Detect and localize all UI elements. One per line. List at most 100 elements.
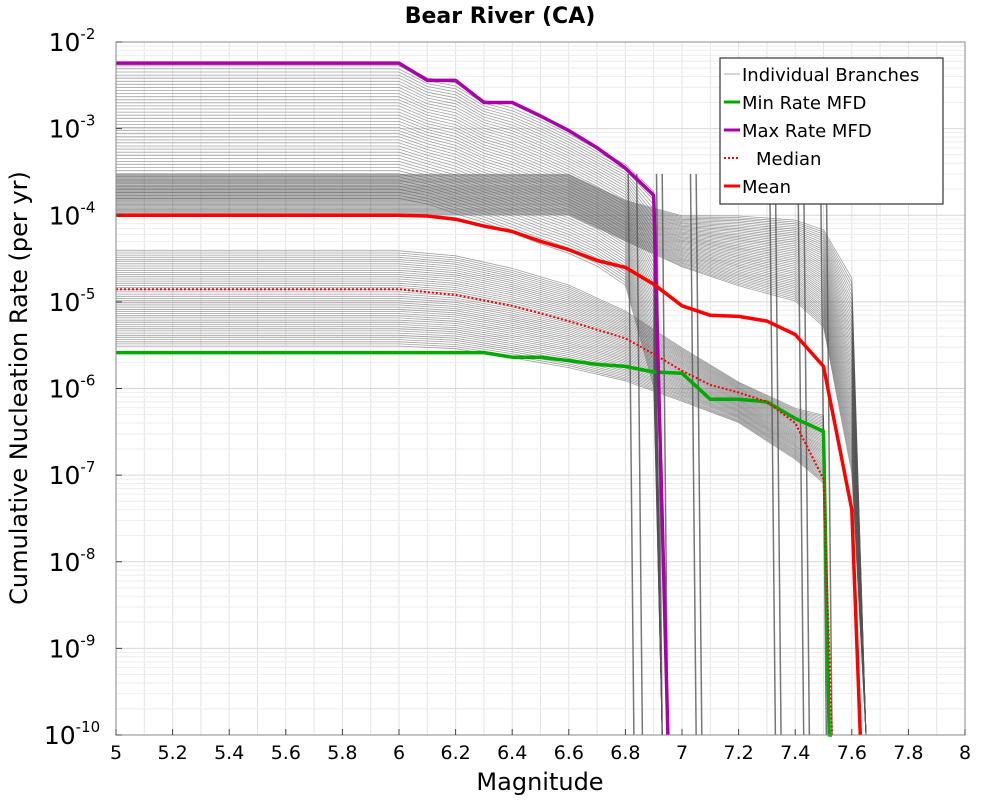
- branch-line: [116, 179, 671, 736]
- branch-line: [116, 194, 867, 736]
- branch-line: [116, 195, 867, 736]
- branch-drop-line: [797, 173, 805, 736]
- x-tick-label: 7.6: [837, 742, 867, 764]
- x-tick-label: 7: [676, 742, 688, 764]
- branch-drop-line: [768, 173, 777, 736]
- branch-line: [116, 297, 838, 736]
- x-tick-label: 6.8: [610, 742, 640, 764]
- branch-line: [116, 208, 867, 736]
- branch-line: [116, 212, 867, 736]
- x-tick-label: 5: [110, 742, 122, 764]
- series-max-rate-mfd: [116, 61, 670, 736]
- branch-line: [116, 188, 867, 736]
- branch-line: [116, 185, 867, 736]
- branch-line: [116, 289, 838, 736]
- y-tick-label: 10-3: [49, 112, 96, 144]
- branch-line: [116, 207, 867, 736]
- branch-line: [116, 195, 867, 736]
- branch-line: [116, 187, 867, 736]
- branch-line: [116, 310, 838, 736]
- x-tick-label: 6.6: [554, 742, 584, 764]
- branch-line: [116, 181, 867, 736]
- x-tick-label: 5.4: [214, 742, 244, 764]
- branch-line: [116, 148, 671, 736]
- legend: Individual Branches Min Rate MFD Max Rate …: [719, 57, 944, 205]
- branch-line: [116, 209, 867, 736]
- branch-line: [116, 189, 867, 736]
- branch-line: [116, 203, 867, 736]
- x-tick-label: 7.8: [893, 742, 923, 764]
- y-tick-label: 10-10: [44, 718, 100, 750]
- x-tick-label: 5.2: [157, 742, 187, 764]
- branch-line: [116, 211, 867, 736]
- legend-box: [719, 57, 944, 205]
- branch-line: [116, 142, 671, 736]
- branch-line: [116, 199, 867, 736]
- branch-line: [116, 174, 867, 736]
- branch-line: [116, 188, 671, 736]
- branch-line: [116, 178, 867, 736]
- x-axis-label: Magnitude: [476, 768, 603, 796]
- branch-line: [116, 191, 671, 736]
- branch-line: [116, 206, 867, 736]
- branch-drop-line: [695, 173, 703, 736]
- y-tick-label: 10-9: [49, 631, 96, 663]
- branch-line: [116, 65, 671, 736]
- branch-line: [116, 261, 838, 736]
- branch-line: [116, 280, 838, 736]
- branch-line: [116, 198, 867, 736]
- series-min-rate-mfd: [116, 350, 832, 737]
- branch-line: [116, 183, 867, 736]
- branch-line: [116, 263, 838, 736]
- branch-line: [116, 184, 867, 736]
- legend-label: Individual Branches: [742, 65, 919, 86]
- branch-line: [116, 213, 867, 736]
- branch-line: [116, 308, 838, 736]
- branch-line: [116, 179, 867, 736]
- series-lines: [116, 61, 863, 737]
- branch-line: [116, 302, 838, 736]
- y-axis-label: Cumulative Nucleation Rate (per yr): [5, 171, 33, 605]
- y-tick-label: 10-6: [49, 372, 96, 404]
- branch-line: [116, 306, 838, 736]
- branch-line: [116, 190, 867, 736]
- series-median: [116, 288, 833, 736]
- y-tick-label: 10-2: [49, 25, 96, 57]
- legend-label: Median: [756, 149, 821, 170]
- branch-line: [116, 202, 867, 736]
- y-tick-label: 10-7: [49, 458, 96, 490]
- branch-line: [116, 192, 867, 736]
- series-mean: [116, 213, 863, 736]
- branch-drop-line: [635, 173, 644, 736]
- branch-drop-line: [627, 173, 635, 736]
- branch-line: [116, 193, 867, 736]
- y-axis-ticks: 10-2 10-3 10-4 10-5 10-6 10-7 10-8 10-9 10-10: [44, 25, 122, 750]
- branch-drop-line: [802, 173, 811, 736]
- branch-line: [116, 205, 867, 736]
- branch-line: [116, 214, 867, 736]
- x-tick-label: 5.6: [271, 742, 301, 764]
- branch-line: [116, 184, 867, 736]
- y-tick-label: 10-4: [49, 198, 96, 230]
- branch-line: [116, 194, 671, 736]
- branch-line: [116, 300, 838, 736]
- branch-line: [116, 62, 671, 736]
- y-tick-label: 10-8: [49, 545, 96, 577]
- y-tick-label: 10-5: [49, 285, 96, 317]
- x-tick-label: 6: [393, 742, 405, 764]
- branch-line: [116, 176, 867, 736]
- branch-drop-line: [825, 173, 833, 736]
- branch-line: [116, 182, 867, 736]
- branch-drop-line: [774, 173, 782, 736]
- x-tick-label: 6.4: [497, 742, 527, 764]
- x-axis-ticks: 5 5.2 5.4 5.6 5.8 6 6.2 6.4 6.6 6.8 7 7.2 7.4 7.6 7.8 8: [110, 729, 971, 764]
- branch-line: [116, 250, 838, 736]
- branch-line: [116, 201, 867, 736]
- branch-line: [116, 175, 867, 736]
- branch-line: [116, 196, 867, 736]
- x-tick-label: 6.2: [440, 742, 470, 764]
- branch-line: [116, 71, 671, 736]
- branch-drop-line: [689, 173, 697, 736]
- branch-line: [116, 173, 867, 736]
